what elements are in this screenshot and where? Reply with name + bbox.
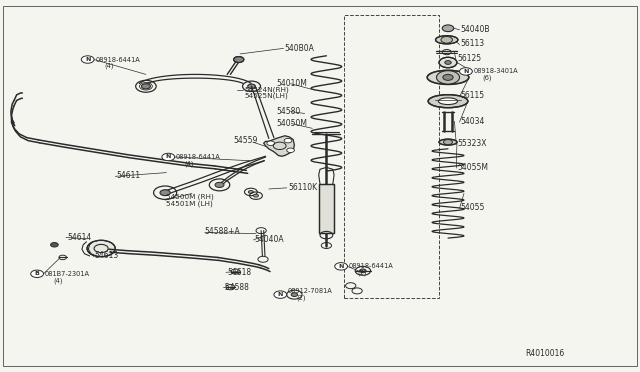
- Circle shape: [253, 194, 259, 197]
- Circle shape: [274, 291, 287, 298]
- Text: 54580: 54580: [276, 107, 301, 116]
- Text: 54611: 54611: [116, 171, 141, 180]
- Text: (4): (4): [53, 277, 63, 284]
- Text: N: N: [463, 69, 468, 74]
- Ellipse shape: [435, 36, 458, 44]
- Text: 55323X: 55323X: [458, 139, 487, 148]
- Text: 56115: 56115: [461, 92, 485, 100]
- Text: 54525N(LH): 54525N(LH): [244, 93, 288, 99]
- Text: N: N: [166, 154, 171, 160]
- Text: 54588+A: 54588+A: [205, 227, 241, 236]
- Circle shape: [162, 153, 175, 161]
- Circle shape: [441, 36, 452, 43]
- Circle shape: [248, 84, 255, 89]
- Text: 54501M (LH): 54501M (LH): [166, 201, 213, 207]
- Ellipse shape: [438, 98, 458, 105]
- Text: R4010016: R4010016: [525, 349, 564, 358]
- Text: 08918-6441A: 08918-6441A: [95, 57, 140, 62]
- Text: 54613: 54613: [95, 251, 119, 260]
- Text: 54500M (RH): 54500M (RH): [166, 194, 214, 201]
- Text: 54618: 54618: [227, 268, 252, 277]
- Circle shape: [360, 269, 366, 273]
- Text: 08918-6441A: 08918-6441A: [176, 154, 221, 160]
- Circle shape: [267, 141, 275, 145]
- Circle shape: [436, 71, 460, 84]
- Polygon shape: [264, 136, 294, 156]
- Text: (6): (6): [482, 75, 492, 81]
- Circle shape: [439, 57, 457, 68]
- Text: N: N: [339, 264, 344, 269]
- Text: 54055M: 54055M: [458, 163, 488, 172]
- Circle shape: [81, 56, 94, 63]
- Text: -54588: -54588: [223, 283, 250, 292]
- Circle shape: [287, 148, 294, 153]
- Text: 54055: 54055: [461, 203, 485, 212]
- Bar: [319, 184, 334, 232]
- Text: 08918-6441A: 08918-6441A: [349, 263, 394, 269]
- Ellipse shape: [428, 94, 468, 108]
- Ellipse shape: [428, 70, 468, 84]
- Circle shape: [248, 190, 253, 193]
- Circle shape: [443, 74, 453, 80]
- Text: 54034: 54034: [461, 117, 485, 126]
- Text: 54524N(RH): 54524N(RH): [244, 86, 289, 93]
- Circle shape: [234, 57, 244, 62]
- Circle shape: [51, 243, 58, 247]
- Circle shape: [87, 240, 115, 257]
- Text: 54010M: 54010M: [276, 79, 307, 88]
- Text: 56113: 56113: [461, 39, 485, 48]
- Text: 08918-3401A: 08918-3401A: [474, 68, 518, 74]
- Text: (4): (4): [104, 63, 114, 70]
- Text: 54040A: 54040A: [255, 235, 284, 244]
- Circle shape: [444, 140, 452, 145]
- Text: (2): (2): [357, 270, 367, 276]
- Text: 54050M: 54050M: [276, 119, 307, 128]
- Circle shape: [442, 25, 454, 32]
- Text: 56125: 56125: [457, 54, 481, 63]
- Text: 54559: 54559: [234, 136, 258, 145]
- Ellipse shape: [439, 139, 457, 145]
- Text: N: N: [278, 292, 283, 297]
- Circle shape: [215, 182, 224, 187]
- Circle shape: [445, 61, 451, 64]
- Text: 081B7-2301A: 081B7-2301A: [45, 271, 90, 277]
- Circle shape: [160, 190, 170, 196]
- Text: (4): (4): [184, 160, 194, 167]
- Text: 56110K: 56110K: [288, 183, 317, 192]
- Text: 54614: 54614: [67, 233, 92, 242]
- Text: 08912-7081A: 08912-7081A: [288, 288, 333, 294]
- Text: B: B: [35, 271, 40, 276]
- Circle shape: [335, 263, 348, 270]
- Circle shape: [31, 270, 44, 278]
- Circle shape: [291, 293, 298, 296]
- Text: 540B0A: 540B0A: [285, 44, 315, 53]
- Bar: [319, 184, 334, 232]
- Text: N: N: [85, 57, 90, 62]
- Circle shape: [460, 68, 472, 75]
- Circle shape: [141, 84, 150, 89]
- Bar: [344, 15, 439, 298]
- Circle shape: [284, 138, 292, 143]
- Text: (2): (2): [296, 294, 306, 301]
- Text: 54040B: 54040B: [461, 25, 490, 34]
